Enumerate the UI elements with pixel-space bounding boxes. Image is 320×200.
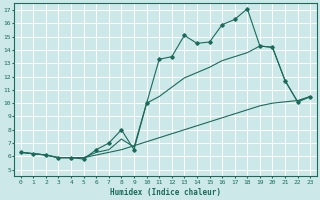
X-axis label: Humidex (Indice chaleur): Humidex (Indice chaleur) xyxy=(110,188,221,197)
